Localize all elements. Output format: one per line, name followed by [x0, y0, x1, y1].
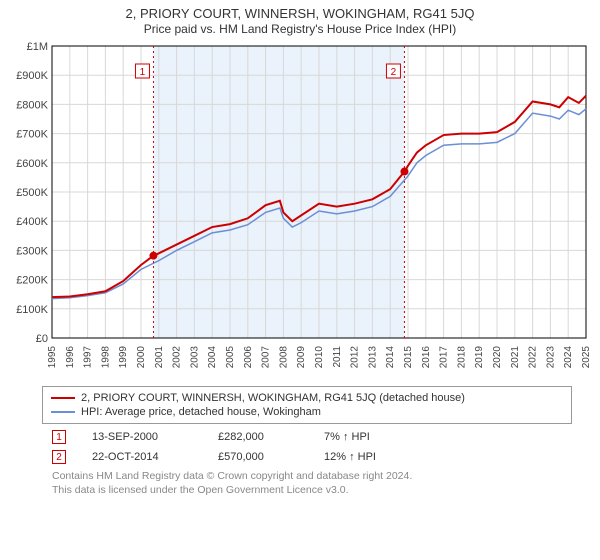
svg-text:£1M: £1M	[27, 41, 48, 53]
footer-line-1: Contains HM Land Registry data © Crown c…	[52, 470, 588, 484]
chart-title: 2, PRIORY COURT, WINNERSH, WOKINGHAM, RG…	[8, 6, 592, 21]
marker-price-1: £282,000	[218, 431, 298, 443]
svg-text:£600K: £600K	[16, 158, 48, 170]
svg-text:£100K: £100K	[16, 304, 48, 316]
svg-text:2004: 2004	[207, 346, 218, 369]
marker-date-2: 22-OCT-2014	[92, 451, 192, 463]
svg-text:1999: 1999	[118, 346, 129, 369]
svg-text:2000: 2000	[136, 346, 147, 369]
svg-text:£700K: £700K	[16, 129, 48, 141]
marker-badge-2: 2	[52, 450, 66, 464]
svg-text:2011: 2011	[332, 346, 343, 368]
svg-text:1996: 1996	[65, 346, 76, 369]
svg-text:£500K: £500K	[16, 187, 48, 199]
marker-badge-1: 1	[52, 430, 66, 444]
footer-line-2: This data is licensed under the Open Gov…	[52, 484, 588, 498]
svg-text:£400K: £400K	[16, 216, 48, 228]
svg-text:2008: 2008	[278, 346, 289, 369]
svg-text:2009: 2009	[296, 346, 307, 369]
svg-text:2019: 2019	[474, 346, 485, 369]
svg-text:2024: 2024	[563, 346, 574, 369]
legend-label-hpi: HPI: Average price, detached house, Woki…	[81, 406, 321, 418]
svg-text:1997: 1997	[83, 346, 94, 369]
svg-text:2: 2	[391, 67, 397, 78]
marker-date-1: 13-SEP-2000	[92, 431, 192, 443]
svg-text:1995: 1995	[47, 346, 58, 369]
svg-text:2007: 2007	[261, 346, 272, 369]
svg-text:2001: 2001	[154, 346, 165, 369]
svg-text:2003: 2003	[189, 346, 200, 369]
marker-delta-2: 12% ↑ HPI	[324, 451, 376, 463]
svg-text:£300K: £300K	[16, 245, 48, 257]
svg-text:2015: 2015	[403, 346, 414, 369]
svg-text:2023: 2023	[545, 346, 556, 369]
marker-row-1: 1 13-SEP-2000 £282,000 7% ↑ HPI	[52, 430, 588, 444]
svg-text:2014: 2014	[385, 346, 396, 369]
svg-text:2013: 2013	[367, 346, 378, 369]
svg-text:2016: 2016	[421, 346, 432, 369]
legend: 2, PRIORY COURT, WINNERSH, WOKINGHAM, RG…	[42, 386, 572, 424]
svg-text:1998: 1998	[100, 346, 111, 369]
legend-row-price-paid: 2, PRIORY COURT, WINNERSH, WOKINGHAM, RG…	[51, 391, 563, 405]
svg-text:2025: 2025	[581, 346, 592, 369]
svg-text:2018: 2018	[456, 346, 467, 369]
svg-text:£800K: £800K	[16, 99, 48, 111]
chart-area: £0 £100K £200K £300K £400K £500K £600K £700K £80…	[8, 40, 592, 380]
marker-row-2: 2 22-OCT-2014 £570,000 12% ↑ HPI	[52, 450, 588, 464]
svg-text:2006: 2006	[243, 346, 254, 369]
svg-text:2012: 2012	[350, 346, 361, 369]
marker-delta-1: 7% ↑ HPI	[324, 431, 370, 443]
svg-text:2005: 2005	[225, 346, 236, 369]
svg-text:2020: 2020	[492, 346, 503, 369]
chart-subtitle: Price paid vs. HM Land Registry's House …	[8, 22, 592, 36]
svg-text:£0: £0	[36, 333, 48, 345]
line-chart-svg: £0 £100K £200K £300K £400K £500K £600K £700K £80…	[8, 40, 592, 380]
svg-text:2010: 2010	[314, 346, 325, 369]
svg-text:2022: 2022	[528, 346, 539, 369]
legend-swatch-hpi	[51, 411, 75, 413]
svg-text:2021: 2021	[510, 346, 521, 369]
svg-text:£200K: £200K	[16, 275, 48, 287]
svg-text:1: 1	[140, 67, 146, 78]
svg-text:2017: 2017	[439, 346, 450, 369]
svg-text:£900K: £900K	[16, 70, 48, 82]
legend-swatch-price-paid	[51, 397, 75, 399]
marker-price-2: £570,000	[218, 451, 298, 463]
svg-text:2002: 2002	[172, 346, 183, 369]
legend-label-price-paid: 2, PRIORY COURT, WINNERSH, WOKINGHAM, RG…	[81, 392, 465, 404]
footer-attribution: Contains HM Land Registry data © Crown c…	[52, 470, 588, 497]
legend-row-hpi: HPI: Average price, detached house, Woki…	[51, 405, 563, 419]
